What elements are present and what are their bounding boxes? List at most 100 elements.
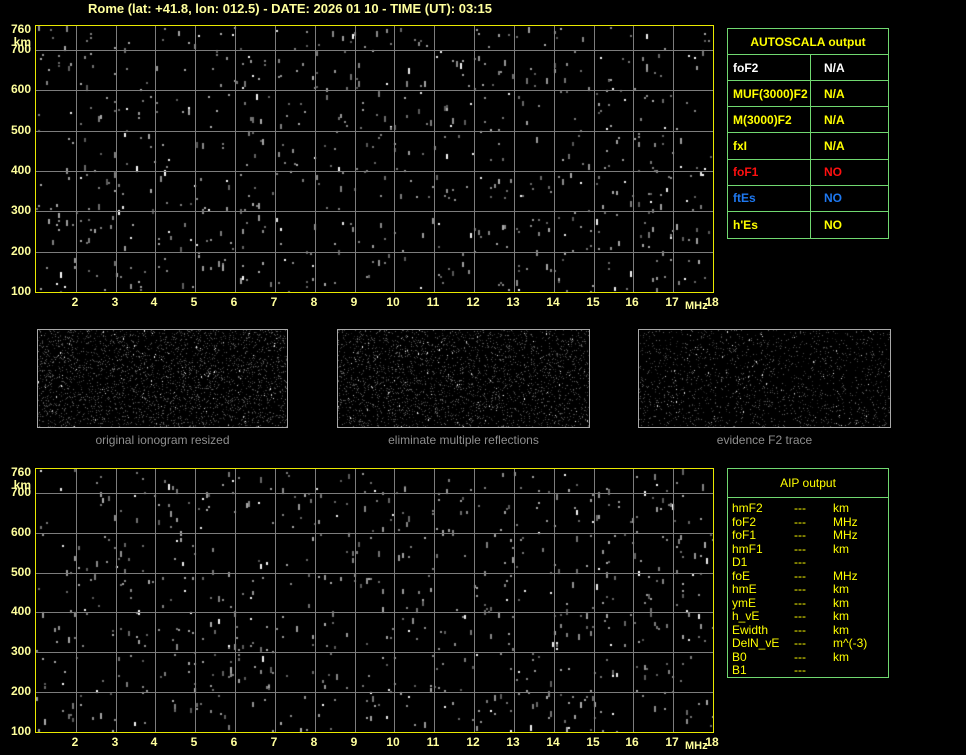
grid-line-horizontal: [36, 692, 713, 693]
x-tick-label: 9: [350, 295, 358, 309]
grid-line-vertical: [554, 26, 555, 292]
thumbnail-evidence-f2-trace: [638, 329, 891, 428]
autoscala-row-label: foF2: [728, 55, 810, 82]
x-tick-label: 17: [665, 735, 679, 749]
y-tick-label: 600: [10, 82, 31, 96]
grid-line-vertical: [594, 26, 595, 292]
y-tick-label: 600: [10, 525, 31, 539]
grid-line-vertical: [673, 26, 674, 292]
caption-evidence-f2-trace: evidence F2 trace: [716, 433, 813, 447]
ionogram-plot-bottom: [35, 468, 714, 733]
autoscala-row-value: N/A: [810, 133, 888, 160]
aip-row-label: DelN_vE: [732, 636, 780, 650]
y-tick-label: 300: [10, 203, 31, 217]
aip-row-unit: MHz: [833, 568, 858, 583]
aip-row-label: Ewidth: [732, 622, 769, 637]
aip-table-row: foF1 --- MHz: [732, 529, 888, 543]
aip-table-row: hmF1 --- km: [732, 541, 888, 557]
autoscala-row-value: NO: [810, 159, 888, 186]
aip-row-value: ---: [794, 568, 806, 583]
aip-table-row: foE --- MHz: [732, 568, 888, 584]
aip-row-value: ---: [794, 636, 806, 650]
grid-line-horizontal: [36, 533, 713, 534]
x-tick-label: 3: [111, 735, 119, 749]
x-axis-unit-label: MHz: [685, 300, 708, 312]
aip-row-unit: km: [833, 622, 849, 637]
x-tick-label: 18: [705, 295, 719, 309]
noise-canvas: [36, 26, 713, 292]
x-tick-label: 10: [386, 295, 400, 309]
x-tick-label: 18: [705, 735, 719, 749]
autoscala-row-label: M(3000)F2: [728, 107, 810, 134]
grid-line-horizontal: [36, 252, 713, 253]
grid-line-vertical: [355, 26, 356, 292]
x-tick-label: 4: [150, 295, 158, 309]
grid-line-vertical: [116, 26, 117, 292]
aip-row-unit: MHz: [833, 528, 858, 542]
aip-row-unit: km: [833, 501, 849, 515]
y-tick-label: 500: [10, 565, 31, 579]
x-tick-label: 6: [230, 295, 238, 309]
grid-line-vertical: [235, 469, 236, 732]
grid-line-vertical: [514, 469, 515, 732]
y-tick-label: 200: [10, 684, 31, 698]
caption-original-ionogram: original ionogram resized: [95, 433, 230, 447]
autoscala-row-value: N/A: [810, 81, 888, 108]
aip-row-label: foE: [732, 568, 751, 583]
aip-table-row: h_vE --- km: [732, 610, 888, 624]
aip-row-unit: [833, 556, 888, 570]
aip-row-label: ymE: [732, 595, 756, 610]
aip-table-row: Ewidth --- km: [732, 622, 888, 638]
aip-row-label: foF2: [732, 514, 757, 529]
x-tick-label: 7: [270, 735, 278, 749]
x-tick-label: 4: [150, 735, 158, 749]
aip-row-value: ---: [794, 541, 806, 556]
grid-line-horizontal: [36, 50, 713, 51]
x-tick-label: 13: [506, 735, 520, 749]
aip-row-label: B0: [732, 649, 747, 664]
aip-row-label: D1: [732, 555, 748, 569]
grid-line-vertical: [315, 26, 316, 292]
x-tick-label: 16: [625, 735, 639, 749]
grid-line-vertical: [594, 469, 595, 732]
y-axis-unit-label: km: [13, 35, 31, 49]
aip-table-title: AIP output: [728, 469, 888, 498]
y-tick-label: 500: [10, 123, 31, 137]
y-tick-label: 100: [10, 724, 31, 738]
grid-line-vertical: [195, 26, 196, 292]
caption-eliminate-reflections: eliminate multiple reflections: [388, 433, 539, 447]
x-tick-label: 11: [426, 735, 440, 749]
autoscala-row-label: ftEs: [728, 186, 810, 212]
aip-row-unit: km: [833, 595, 849, 610]
grid-line-horizontal: [36, 493, 713, 494]
x-tick-label: 14: [546, 295, 560, 309]
autoscala-row-value: NO: [810, 185, 888, 212]
x-tick-label: 7: [270, 295, 278, 309]
aip-row-value: ---: [794, 595, 806, 610]
y-tick-label: 400: [10, 604, 31, 618]
x-tick-label: 16: [625, 295, 639, 309]
autoscala-row-value: N/A: [810, 55, 888, 82]
aip-row-label: h_vE: [732, 609, 760, 623]
aip-row-unit: km: [833, 541, 849, 556]
x-tick-label: 12: [466, 295, 480, 309]
aip-row-unit: MHz: [833, 514, 858, 529]
x-axis-unit-label: MHz: [685, 740, 708, 752]
grid-line-vertical: [76, 26, 77, 292]
station-title: Rome (lat: +41.8, lon: 012.5) - DATE: 20…: [88, 1, 492, 16]
grid-line-vertical: [315, 469, 316, 732]
noise-canvas: [38, 330, 287, 427]
noise-canvas: [36, 469, 713, 732]
grid-line-horizontal: [36, 171, 713, 172]
x-tick-label: 8: [310, 735, 318, 749]
aip-row-unit: [833, 664, 888, 678]
x-tick-label: 11: [426, 295, 440, 309]
x-tick-label: 2: [71, 295, 79, 309]
autoscala-table-title: AUTOSCALA output: [728, 29, 888, 55]
x-tick-label: 13: [506, 295, 520, 309]
grid-line-vertical: [474, 469, 475, 732]
autoscala-output-table: AUTOSCALA output foF2 N/A MUF(3000)F2 N/A M(…: [727, 28, 889, 239]
autoscala-row-label: h'Es: [733, 217, 758, 232]
aip-row-value: ---: [794, 622, 806, 637]
